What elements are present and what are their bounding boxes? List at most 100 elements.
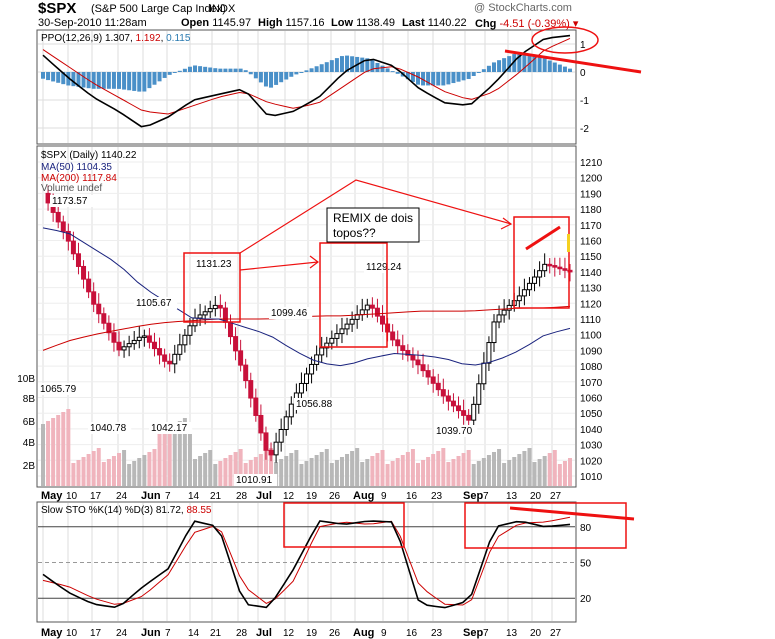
volume-bar [132,461,137,486]
price-y-tick: 1150 [580,252,602,263]
ppo-y-tick: -1 [580,96,589,107]
volume-bar [86,454,91,486]
ppo-histogram-bar [324,62,329,72]
volume-bar [415,463,420,486]
volume-bar [360,462,365,486]
x-tick-label: 27 [550,491,562,502]
ppo-histogram-bar [562,66,567,72]
volume-bar [390,461,395,486]
ppo-y-tick: 0 [580,68,586,79]
candle-body [430,376,436,384]
candle-body [314,354,320,365]
candle-body [55,211,61,223]
volume-bar [233,452,238,486]
volume-bar [385,464,390,486]
candle-body [60,221,66,232]
x-tick-label: 17 [90,491,102,502]
candle-body [212,304,218,310]
x-tick-label: 27 [550,628,562,639]
price-callout: 1039.70 [436,426,473,437]
volume-bar [461,453,466,486]
volume-bar [111,456,116,486]
candle-body [187,325,193,336]
volume-bar [355,448,360,486]
candle-body [253,397,259,416]
price-label-bg [194,258,238,270]
x-axes: MayMay101017172424JunJun77141421212828Ju… [41,490,562,639]
volume-bar [61,412,66,486]
volume-bar [552,450,557,486]
price-y-tick: 1090 [580,346,603,357]
candle-body [162,354,168,362]
candle-body [197,314,203,319]
volume-y-tick: 4B [23,438,36,449]
candle-body [532,276,538,284]
sto-legend: Slow STO %K(14) %D(3) 81.72, 88.55 [41,505,212,516]
price-y-tick: 1040 [580,425,603,436]
ppo-histogram-bar [319,64,324,72]
volume-bar [380,450,385,486]
ppo-histogram-bar [471,72,476,76]
price-label-bg [50,195,94,207]
volume-bar [248,460,253,486]
volume-bar [491,452,496,486]
ppo-histogram-bar [557,64,562,72]
ppo-histogram-bar [162,72,167,78]
candle-body [405,349,411,356]
ppo-histogram-bar [56,72,61,83]
volume-bar [456,456,461,486]
price-y-tick: 1160 [580,237,602,248]
ppo-histogram-bar [339,56,344,72]
volume-bar [486,455,491,486]
candle-body [238,350,244,366]
volume-bar [319,452,324,486]
volume-bar [568,458,572,486]
volume-bar [289,453,294,486]
ppo-y-tick: -2 [580,124,589,135]
volume-bar [213,464,218,486]
ppo-histogram-bar [375,62,380,72]
volume-bar [46,421,51,486]
volume-bar [284,456,289,486]
ppo-histogram-bar [294,72,299,75]
volume-bar [218,461,223,486]
volume-y-tick: 8B [23,394,36,405]
ppo-histogram-bar [76,72,81,87]
ppo-histogram-bar [274,72,279,85]
x-tick-label: Jun [141,490,161,502]
ppo-histogram-bar [289,72,294,77]
price-y-tick: 1050 [580,409,603,420]
x-tick-label: 14 [188,491,200,502]
volume-bar [436,451,441,486]
price-callout: 1129.24 [366,262,402,273]
volume-bar [41,424,45,486]
volume-bar [476,461,481,486]
volume-bar [421,460,426,486]
candle-body [131,339,137,345]
candle-body [136,336,142,341]
volume-bar [375,453,380,486]
volume-bar [395,458,400,486]
price-y-tick: 1080 [580,362,603,373]
watermark: @ StockCharts.com [474,2,572,14]
volume-bar [304,461,309,486]
ppo-histogram-bar [203,66,208,72]
ppo-histogram-bar [350,56,355,72]
ppo-histogram-bar [390,71,395,73]
candle-body [309,363,315,375]
candle-body [435,382,441,391]
volume-bar [446,462,451,486]
candle-body [91,291,97,305]
ppo-histogram-bar [502,58,507,72]
price-callout: 1099.46 [271,308,308,319]
ppo-histogram-bar [512,54,517,72]
price-label-bg [134,297,178,309]
price-y-tick: 1120 [580,299,602,310]
ppo-panel-frame [36,29,577,145]
candle-body [456,405,462,412]
volume-bar [557,464,562,486]
volume-bar [537,459,542,486]
x-tick-label: 28 [236,491,248,502]
ppo-histogram-bar [441,72,446,86]
ppo-histogram-bar [51,72,56,82]
